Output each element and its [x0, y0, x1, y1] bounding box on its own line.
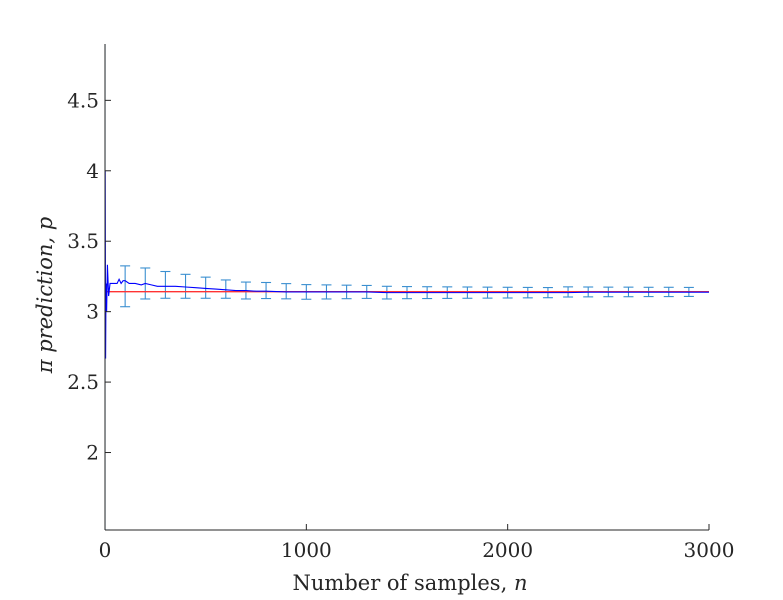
error-bar: [220, 279, 231, 299]
y-tick-label: 2: [86, 441, 99, 465]
x-tick-label: 0: [99, 538, 112, 562]
y-tick-label: 3: [86, 300, 99, 324]
error-bar: [180, 273, 191, 299]
y-tick-label: 4: [86, 159, 99, 183]
plot-area: [105, 44, 709, 530]
y-axis-label: π prediction, p: [33, 217, 57, 374]
error-bar: [261, 281, 272, 300]
error-bar: [120, 265, 131, 308]
axes: 0 1000 2000 3000 2 2.5 3 3.5 4 4.5: [67, 44, 734, 562]
x-tick-label: 3000: [684, 538, 735, 562]
x-axis-label: Number of samples, n: [293, 571, 528, 595]
error-bar: [200, 276, 211, 299]
y-tick-label: 2.5: [67, 370, 99, 394]
x-tick-label: 2000: [482, 538, 533, 562]
plot-clipped-group: [105, 44, 709, 530]
y-tick-label: 4.5: [67, 88, 99, 112]
y-tick-label: 3.5: [67, 229, 99, 253]
x-tick-label: 1000: [281, 538, 332, 562]
error-bar: [160, 270, 171, 299]
estimate-line: [105, 170, 709, 359]
